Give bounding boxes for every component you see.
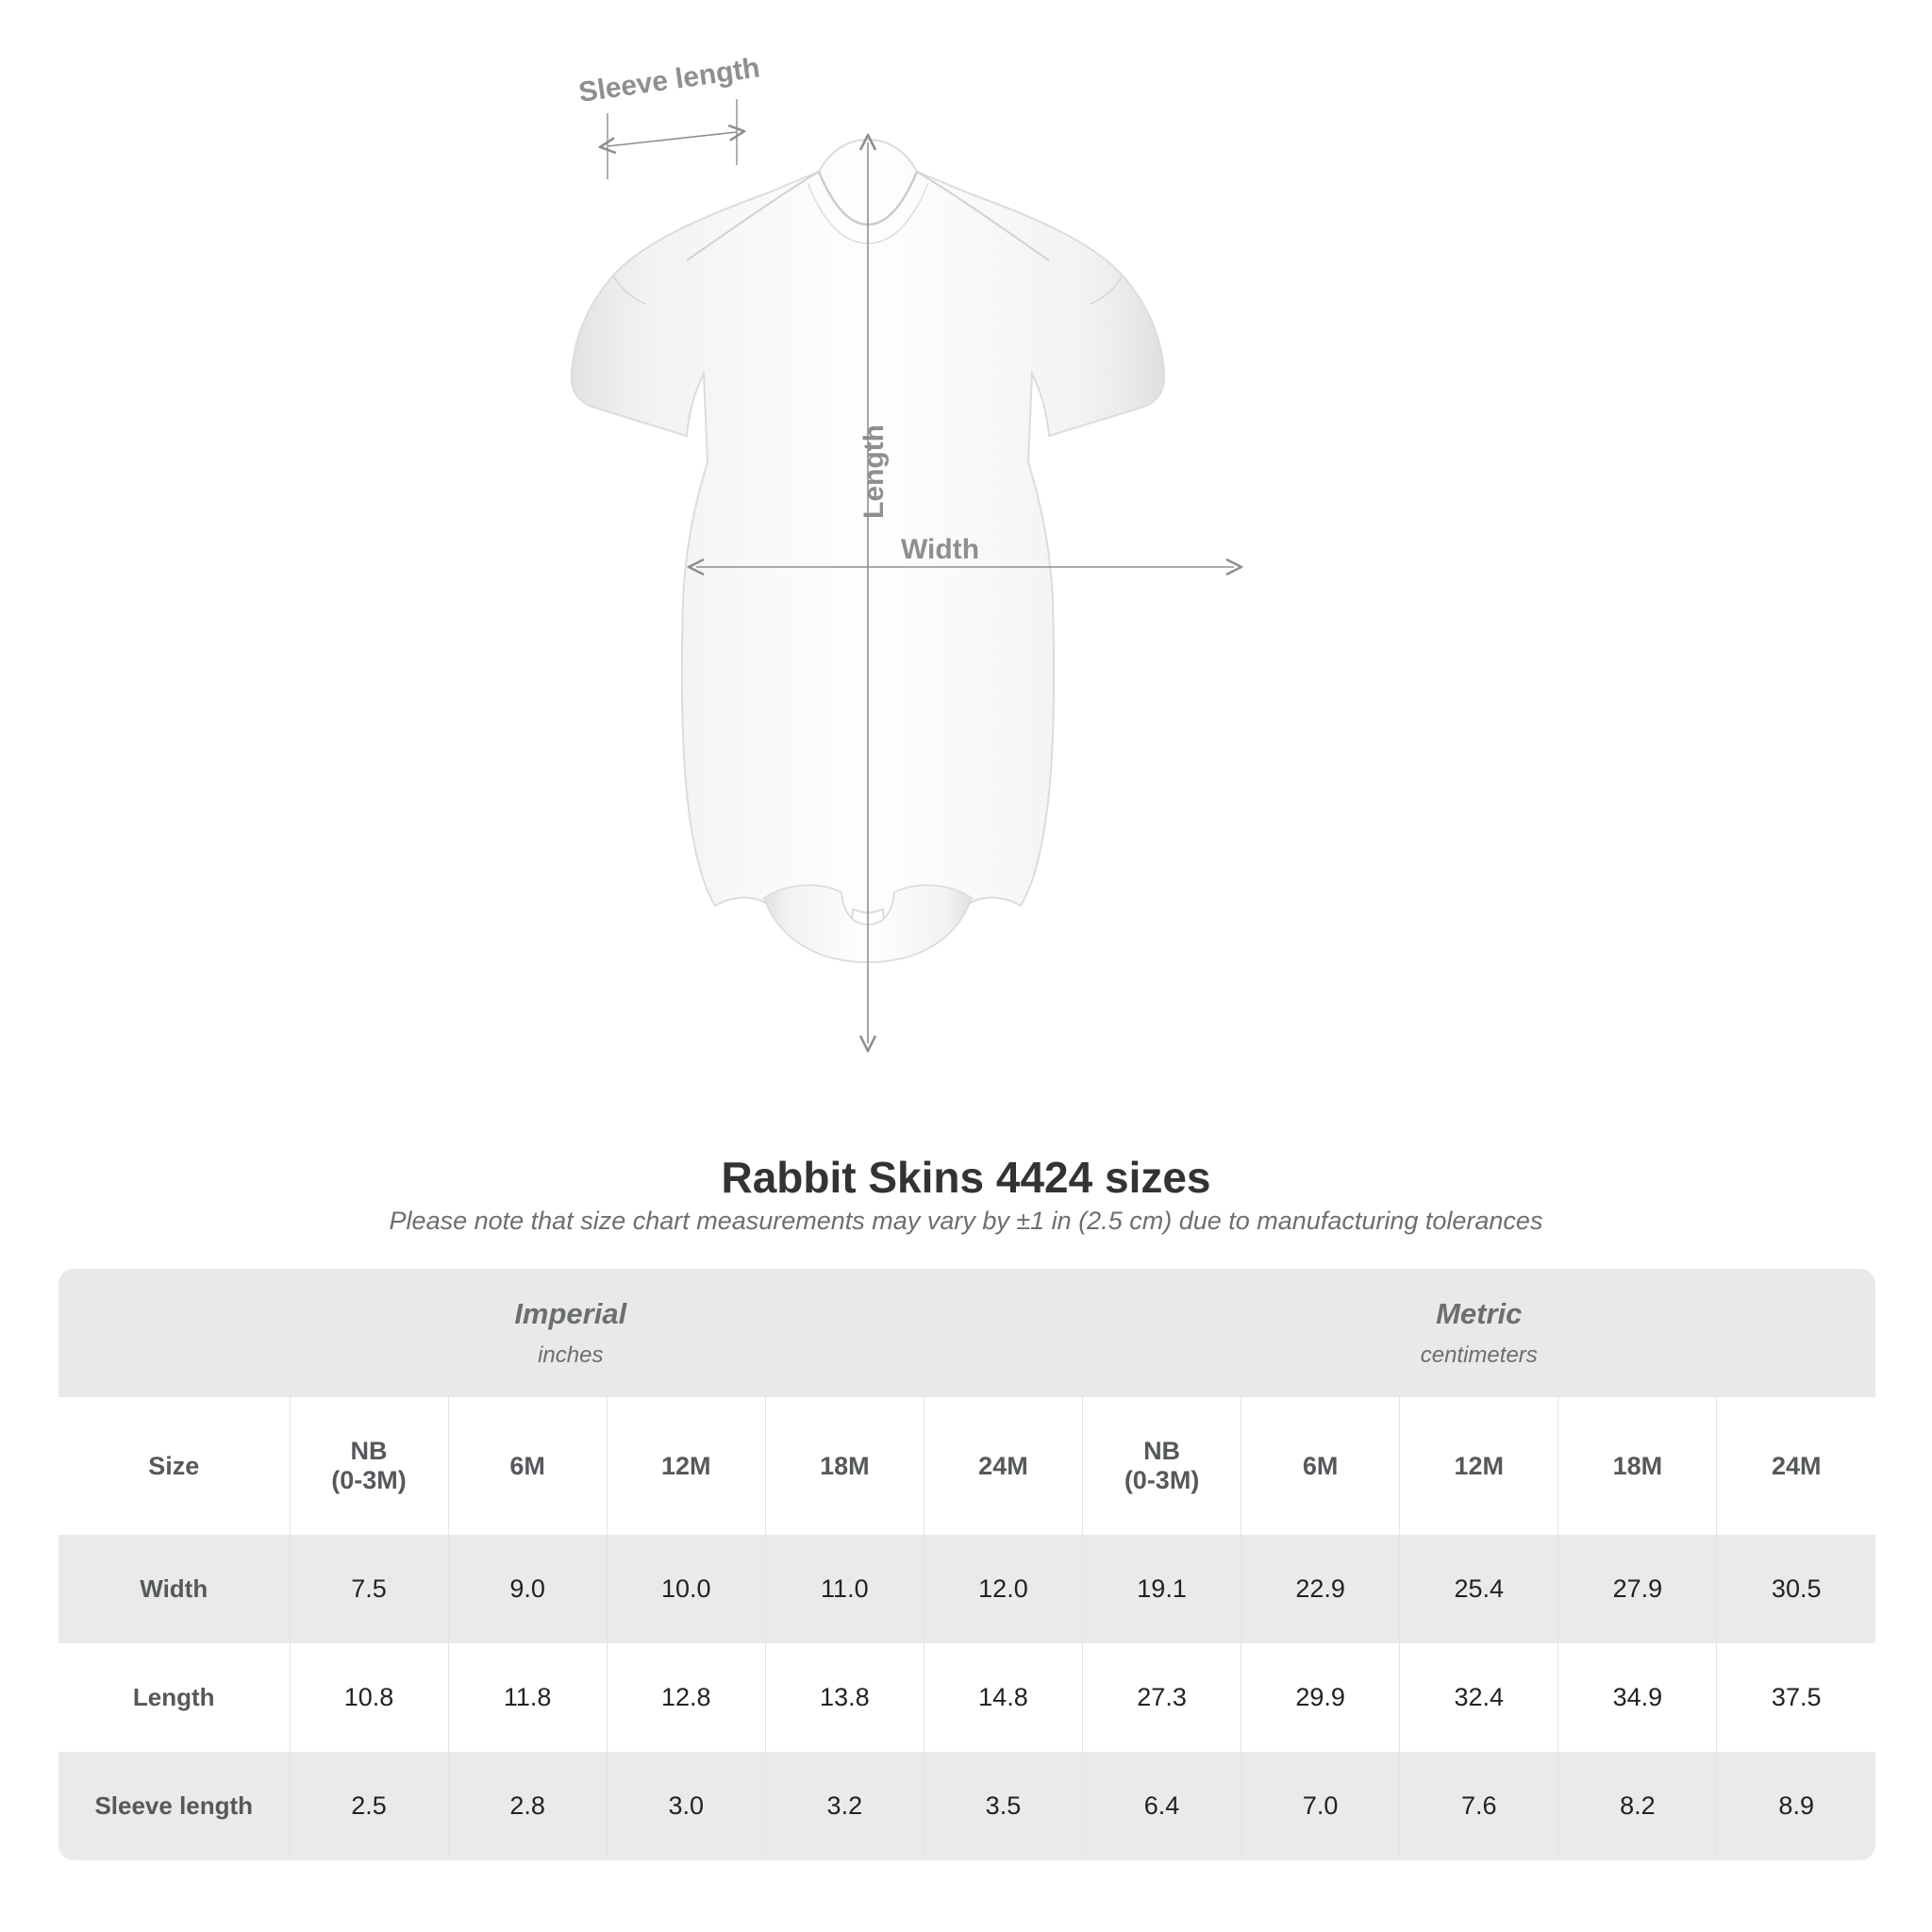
svg-text:Sleeve length: Sleeve length <box>576 52 761 108</box>
svg-text:Length: Length <box>858 425 890 519</box>
svg-text:Width: Width <box>901 534 979 565</box>
